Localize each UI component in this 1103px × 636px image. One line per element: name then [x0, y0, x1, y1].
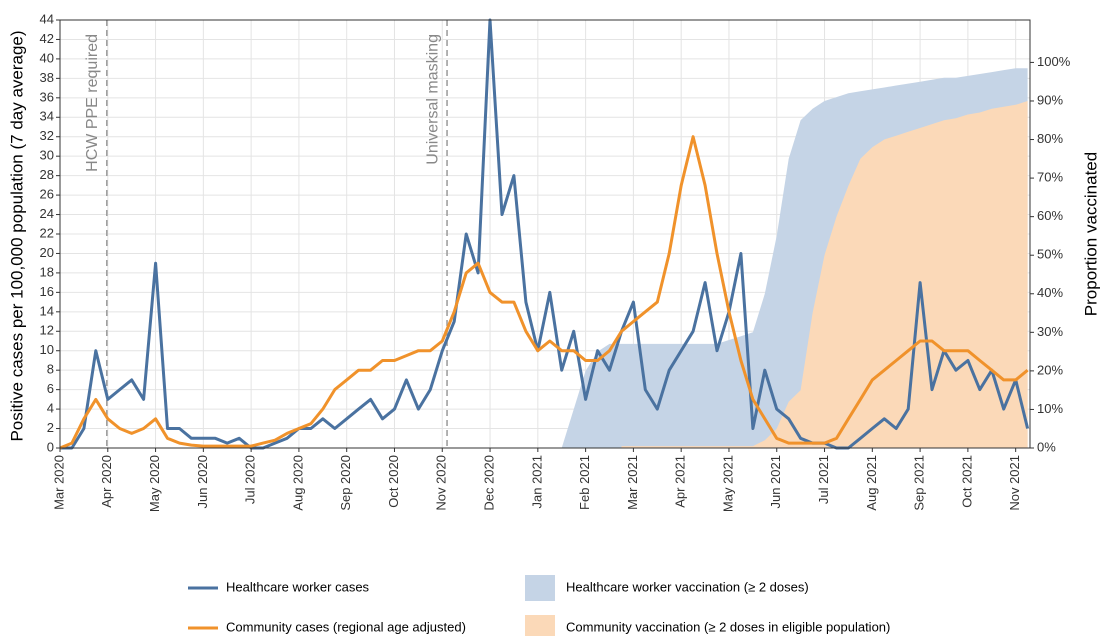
- area: [621, 101, 1028, 448]
- annotation-text: Universal masking: [424, 34, 441, 165]
- x-tick-label: Oct 2020: [386, 455, 401, 508]
- y-tick-label: 42: [40, 31, 54, 46]
- y-tick-label: 18: [40, 264, 54, 279]
- y-tick-label: 0: [47, 439, 54, 454]
- y2-tick-label: 90%: [1037, 92, 1063, 107]
- x-tick-label: Sep 2020: [338, 455, 353, 511]
- x-tick-label: Jan 2021: [529, 455, 544, 509]
- legend-label: Healthcare worker cases: [226, 579, 370, 594]
- x-tick-label: Apr 2021: [673, 455, 688, 508]
- x-tick-label: Feb 2021: [577, 455, 592, 510]
- y2-tick-label: 50%: [1037, 247, 1063, 262]
- y-tick-label: 26: [40, 187, 54, 202]
- y2-tick-label: 80%: [1037, 131, 1063, 146]
- y-tick-label: 34: [40, 109, 54, 124]
- y2-tick-label: 10%: [1037, 401, 1063, 416]
- y-tick-label: 40: [40, 50, 54, 65]
- y-tick-label: 2: [47, 420, 54, 435]
- x-tick-label: Aug 2021: [864, 455, 879, 511]
- y2-tick-label: 70%: [1037, 170, 1063, 185]
- y2-tick-label: 100%: [1037, 54, 1071, 69]
- x-tick-label: Aug 2020: [290, 455, 305, 511]
- y2-tick-label: 60%: [1037, 208, 1063, 223]
- x-tick-label: Nov 2021: [1007, 455, 1022, 511]
- y2-tick-label: 20%: [1037, 362, 1063, 377]
- y2-tick-label: 40%: [1037, 285, 1063, 300]
- y2-tick-label: 30%: [1037, 324, 1063, 339]
- x-tick-label: Sep 2021: [912, 455, 927, 511]
- x-tick-label: May 2021: [720, 455, 735, 512]
- x-tick-label: May 2020: [147, 455, 162, 512]
- x-tick-label: Dec 2020: [481, 455, 496, 511]
- y-tick-label: 12: [40, 323, 54, 338]
- x-tick-label: Jun 2020: [195, 455, 210, 509]
- x-tick-label: Oct 2021: [959, 455, 974, 508]
- y-tick-label: 22: [40, 225, 54, 240]
- legend-label: Healthcare worker vaccination (≥ 2 doses…: [566, 579, 809, 594]
- y-tick-label: 4: [47, 401, 54, 416]
- legend-swatch: [525, 615, 555, 636]
- y-tick-label: 6: [47, 381, 54, 396]
- y-tick-label: 32: [40, 128, 54, 143]
- line: [59, 135, 1029, 450]
- y-tick-label: 14: [40, 303, 54, 318]
- y-tick-label: 44: [40, 11, 54, 26]
- x-tick-label: Jul 2021: [816, 455, 831, 504]
- y-tick-label: 30: [40, 148, 54, 163]
- y-tick-label: 36: [40, 89, 54, 104]
- line: [60, 18, 1030, 450]
- y-tick-label: 28: [40, 167, 54, 182]
- y2-tick-label: 0%: [1037, 439, 1056, 454]
- x-tick-label: Nov 2020: [434, 455, 449, 511]
- y-tick-label: 10: [40, 342, 54, 357]
- legend-label: Community vaccination (≥ 2 doses in elig…: [566, 619, 890, 634]
- x-tick-label: Mar 2020: [51, 455, 66, 510]
- y-tick-label: 24: [40, 206, 54, 221]
- x-tick-label: Mar 2021: [625, 455, 640, 510]
- y-axis-title: Positive cases per 100,000 population (7…: [7, 30, 26, 441]
- y-tick-label: 38: [40, 70, 54, 85]
- x-tick-label: Jul 2020: [243, 455, 258, 504]
- x-tick-label: Jun 2021: [768, 455, 783, 509]
- x-tick-label: Apr 2020: [99, 455, 114, 508]
- y-tick-label: 20: [40, 245, 54, 260]
- legend-swatch: [525, 575, 555, 601]
- legend-label: Community cases (regional age adjusted): [226, 619, 466, 634]
- annotation-text: HCW PPE required: [84, 34, 101, 172]
- y-tick-label: 16: [40, 284, 54, 299]
- y-tick-label: 8: [47, 362, 54, 377]
- y2-axis-title: Proportion vaccinated: [1081, 152, 1100, 316]
